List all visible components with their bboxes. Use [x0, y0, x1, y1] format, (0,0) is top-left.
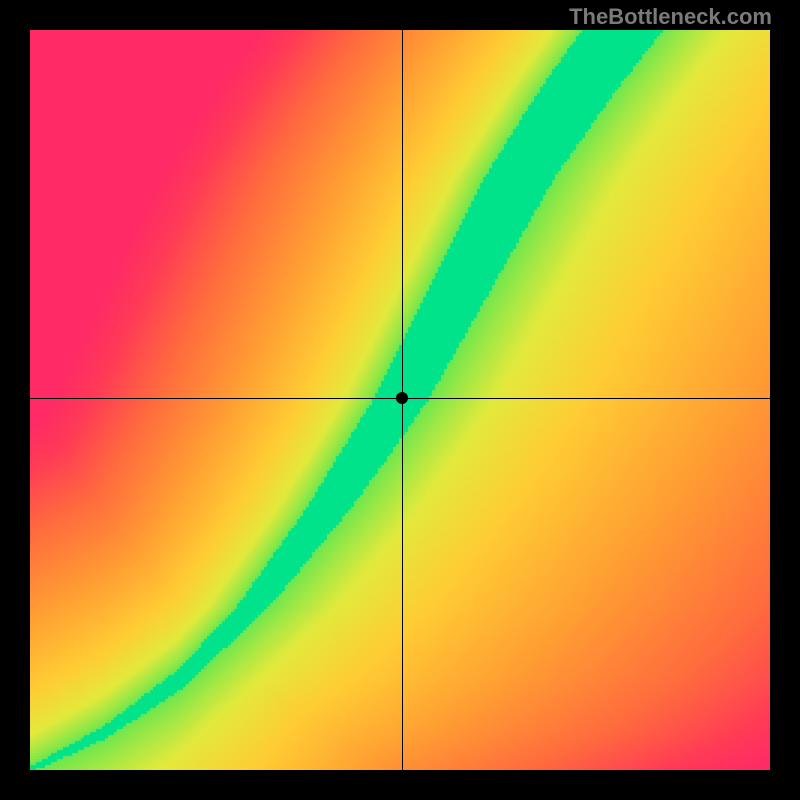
heatmap-plot [30, 30, 770, 770]
watermark-text: TheBottleneck.com [569, 4, 772, 30]
crosshair-marker [396, 392, 408, 404]
